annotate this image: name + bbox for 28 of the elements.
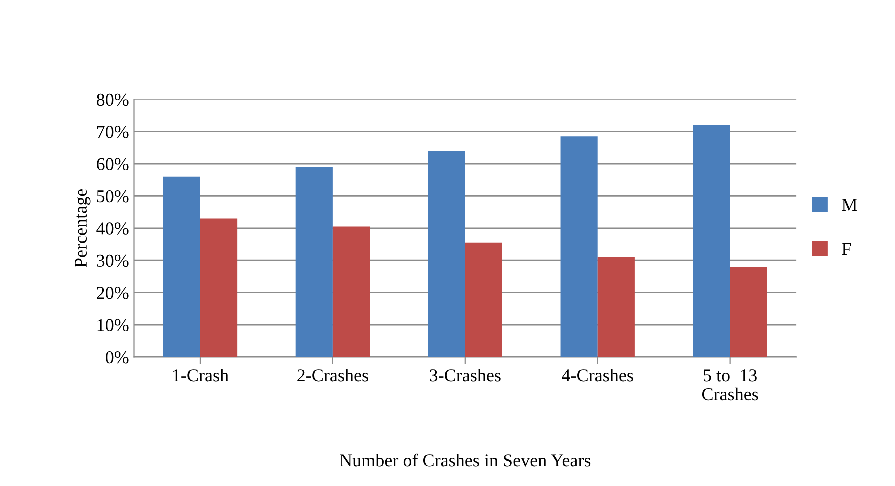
bar (598, 257, 635, 358)
y-tick-label: 50% (97, 190, 129, 203)
bar (296, 167, 333, 358)
x-tick-label: 3-Crashes (430, 369, 501, 382)
bar (428, 151, 466, 358)
y-axis-title: Percentage (75, 189, 91, 268)
bar (693, 125, 730, 358)
y-tick-label: 20% (97, 287, 129, 300)
x-axis-title: Number of Crashes in Seven Years (340, 454, 591, 467)
y-tick-label: 60% (97, 158, 129, 171)
y-tick-label: 70% (97, 126, 129, 138)
legend-label: F (842, 243, 852, 256)
legend-label: M (842, 199, 858, 212)
x-tick-label: 4-Crashes (562, 369, 634, 382)
bar (560, 136, 598, 358)
x-tick-label: 2-Crashes (298, 369, 368, 382)
bar (730, 267, 768, 358)
bar (465, 242, 502, 358)
y-tick-label: 40% (96, 222, 129, 235)
bar (163, 176, 200, 358)
x-tick-label: 1-Crash (173, 369, 229, 382)
bar (200, 218, 238, 358)
y-tick-label: 0% (106, 351, 129, 364)
y-tick-label: 80% (96, 94, 129, 106)
bar (332, 226, 370, 358)
y-tick-label: 10% (98, 319, 129, 332)
x-tick-label: 5 to 13 Crashes (702, 370, 758, 401)
y-tick-label: 30% (97, 254, 129, 268)
